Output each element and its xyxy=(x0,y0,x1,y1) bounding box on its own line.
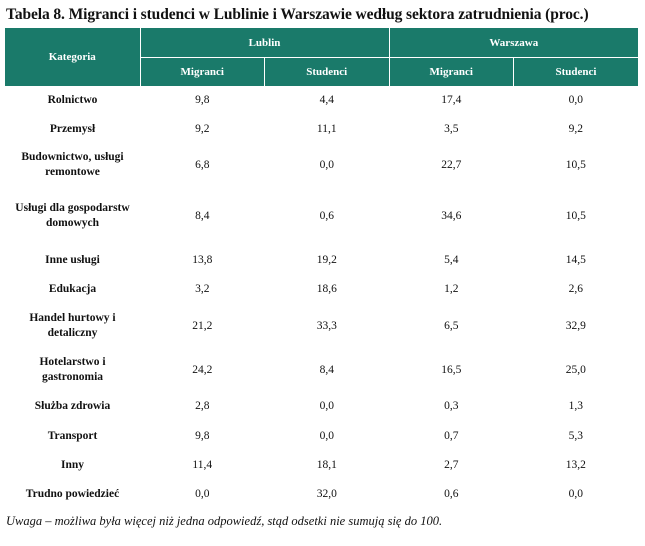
row-value: 13,2 xyxy=(565,459,586,471)
row-value: 24,2 xyxy=(192,363,213,376)
row-value: 1,3 xyxy=(568,400,583,412)
row-category: Służba zdrowia xyxy=(34,400,111,412)
table-row: Rolnictwo 9,8 4,4 17,4 0,0 xyxy=(5,86,638,115)
row-value: 18,6 xyxy=(316,283,337,295)
row-value: 2,8 xyxy=(195,400,210,412)
row-category: Trudno powiedzieć xyxy=(25,488,120,500)
row-value: 2,7 xyxy=(444,459,459,471)
row-value: 17,4 xyxy=(441,94,462,106)
table-body: Rolnictwo 9,8 4,4 17,4 0,0 Przemysł 9,2 11,1 3,5… xyxy=(5,86,638,509)
row-value: 32,9 xyxy=(565,319,586,332)
row-value: 0,0 xyxy=(568,488,583,500)
row-value: 22,7 xyxy=(441,158,462,171)
row-value: 3,2 xyxy=(195,283,210,295)
row-category: Hotelarstwo i gastronomia xyxy=(39,356,106,383)
row-value: 5,3 xyxy=(568,429,583,442)
row-value: 8,4 xyxy=(319,363,334,376)
row-value: 0,6 xyxy=(319,209,334,222)
row-value: 0,7 xyxy=(444,429,459,442)
table-row: Edukacja 3,2 18,6 1,2 2,6 xyxy=(5,275,638,304)
row-value: 10,5 xyxy=(565,158,586,171)
row-value: 21,2 xyxy=(192,319,213,332)
row-value: 5,4 xyxy=(444,254,459,266)
table-row: Trudno powiedzieć 0,0 32,0 0,6 0,0 xyxy=(5,480,638,509)
row-value: 6,8 xyxy=(195,158,210,171)
row-category: Budownictwo, usługi remontowe xyxy=(21,151,124,178)
row-value: 11,4 xyxy=(192,459,213,471)
table-row: Inny 11,4 18,1 2,7 13,2 xyxy=(5,451,638,480)
table-row: Służba zdrowia 2,8 0,0 0,3 1,3 xyxy=(5,392,638,421)
row-value: 2,6 xyxy=(568,283,583,295)
table-row: Hotelarstwo i gastronomia 24,2 8,4 16,5 25,0 xyxy=(5,348,638,392)
row-value: 0,0 xyxy=(319,429,334,442)
row-value: 6,5 xyxy=(444,319,459,332)
row-value: 9,2 xyxy=(568,123,583,135)
row-value: 16,5 xyxy=(441,363,462,376)
table-row: Przemysł 9,2 11,1 3,5 9,2 xyxy=(5,115,638,144)
row-value: 25,0 xyxy=(565,363,586,376)
table-row: Budownictwo, usługi remontowe 6,8 0,0 22,7 1… xyxy=(5,144,638,186)
row-value: 9,8 xyxy=(195,94,210,106)
header-sub-lublin-migranci: Migranci xyxy=(140,57,265,86)
row-value: 14,5 xyxy=(565,254,586,266)
employment-table: Kategoria Lublin Warszawa Migranci Stude… xyxy=(5,28,639,509)
row-value: 18,1 xyxy=(316,459,337,471)
table-note: Uwaga – możliwa była więcej niż jedna od… xyxy=(6,514,443,528)
header-group-warszawa: Warszawa xyxy=(389,28,639,58)
row-value: 0,3 xyxy=(444,400,459,412)
row-value: 0,0 xyxy=(319,158,334,171)
row-value: 1,2 xyxy=(444,283,459,295)
row-category: Usługi dla gospodarstw domowych xyxy=(15,202,130,229)
row-value: 32,0 xyxy=(316,488,337,500)
row-value: 33,3 xyxy=(316,319,337,332)
row-value: 19,2 xyxy=(316,254,337,266)
table-row: Inne usługi 13,8 19,2 5,4 14,5 xyxy=(5,246,638,275)
row-value: 4,4 xyxy=(319,94,334,106)
header-group-lublin: Lublin xyxy=(140,28,390,58)
row-value: 9,2 xyxy=(195,123,210,135)
table-row: Handel hurtowy i detaliczny 21,2 33,3 6,5 32… xyxy=(5,304,638,348)
row-category: Inny xyxy=(60,459,85,471)
table-row: Transport 9,8 0,0 0,7 5,3 xyxy=(5,421,638,451)
table-title: Tabela 8. Migranci i studenci w Lublinie… xyxy=(6,6,589,23)
row-value: 34,6 xyxy=(441,209,462,222)
row-value: 10,5 xyxy=(565,209,586,222)
header-sub-warszawa-migranci: Migranci xyxy=(389,57,514,86)
row-category: Przemysł xyxy=(49,123,96,135)
row-category: Inne usługi xyxy=(45,254,100,266)
row-category: Handel hurtowy i detaliczny xyxy=(29,312,116,339)
header-sub-warszawa-studenci: Studenci xyxy=(513,57,639,86)
row-category: Rolnictwo xyxy=(47,94,98,106)
row-value: 0,0 xyxy=(568,94,583,106)
row-value: 0,6 xyxy=(444,488,459,500)
row-value: 0,0 xyxy=(195,488,210,500)
row-value: 0,0 xyxy=(319,400,334,412)
row-value: 9,8 xyxy=(195,429,210,442)
row-category: Edukacja xyxy=(48,283,97,295)
table-row: Usługi dla gospodarstw domowych 8,4 0,6 34,… xyxy=(5,186,638,246)
row-value: 11,1 xyxy=(316,123,337,135)
row-category: Transport xyxy=(47,429,98,442)
row-value: 13,8 xyxy=(192,254,213,266)
header-kategoria: Kategoria xyxy=(5,28,141,86)
header-sub-lublin-studenci: Studenci xyxy=(264,57,390,86)
row-value: 8,4 xyxy=(195,209,210,222)
row-value: 3,5 xyxy=(444,123,459,135)
